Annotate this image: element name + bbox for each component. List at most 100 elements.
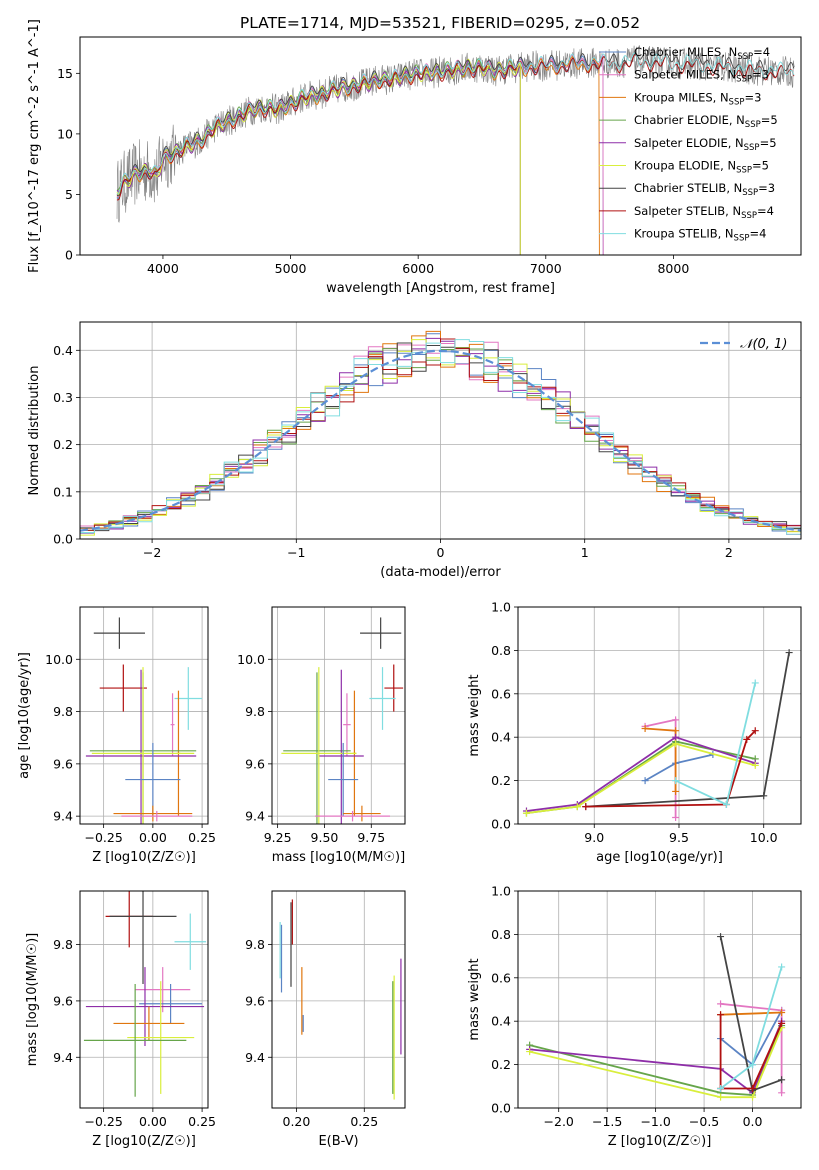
weight-marker: [778, 1009, 786, 1017]
y-tick-label: 0.8: [491, 643, 511, 658]
y-tick-label: 0.4: [491, 1014, 511, 1029]
y-tick-label: 9.6: [245, 993, 265, 1008]
y-tick-label: 10: [57, 126, 73, 141]
legend-label: Kroupa STELIB, NSSP=4: [634, 227, 766, 244]
weight-marker: [522, 809, 530, 817]
y-tick-label: 9.6: [245, 756, 265, 771]
weight-marker: [749, 1084, 757, 1092]
x-tick-label: 0: [437, 545, 445, 560]
chart-weight_vs_Z: −2.0 −1.5 −1.0 −0.5 0.0 0.0 0.2 0.4 0.6 0.8 1.0 Z […: [467, 884, 802, 1149]
weight-marker: [717, 1084, 725, 1092]
gaussian-reference-line: [80, 349, 801, 532]
legend-label-main: Salpeter MILES, N: [634, 68, 736, 82]
x-tick-label: 9.75: [357, 830, 385, 845]
x-tick-label: 0.25: [350, 1114, 378, 1129]
y-tick-label: 9.4: [245, 1050, 265, 1065]
legend-label-tail: =5: [760, 136, 777, 150]
y-tick-label: 9.8: [245, 937, 265, 952]
y-tick-label: 1.0: [491, 600, 511, 615]
weight-marker: [751, 761, 759, 769]
weight-marker: [749, 1061, 757, 1069]
chart-age_vs_mass: 9.25 9.50 9.75 9.4 9.6 9.8 10.0 mass [log10(M/M…: [237, 606, 406, 865]
legend-label: Salpeter STELIB, NSSP=4: [634, 204, 774, 221]
y-tick-label: 0.4: [491, 730, 511, 745]
y-tick-label: 0.6: [491, 686, 511, 701]
x-tick-label: −2: [143, 545, 161, 560]
x-axis-label: wavelength [Angstrom, rest frame]: [326, 281, 555, 296]
y-tick-label: 0.0: [53, 532, 73, 547]
y-axis-label: mass weight: [467, 958, 482, 1040]
weight-marker: [778, 1019, 786, 1027]
weight-marker: [743, 735, 751, 743]
y-axis-label: mass [log10(M/M☉)]: [25, 933, 40, 1066]
y-tick-label: 9.8: [53, 937, 73, 952]
plot-area: [281, 617, 404, 824]
legend-label-main: Kroupa MILES, N: [634, 90, 729, 104]
y-tick-label: 15: [57, 66, 73, 81]
model-spectrum-line: [116, 60, 521, 255]
x-tick-label: 9.5: [669, 830, 689, 845]
x-tick-label: 6000: [402, 261, 434, 276]
legend-label-sub: SSP: [744, 143, 760, 153]
legend-label-tail: =5: [752, 159, 769, 173]
plot-area: [279, 899, 402, 1100]
legend-label-tail: =5: [761, 113, 778, 127]
x-axis-label: E(B-V): [318, 1134, 358, 1149]
legend-label-sub: SSP: [736, 75, 752, 85]
legend-label-main: Kroupa STELIB, N: [634, 227, 734, 241]
axes-frame: [517, 890, 802, 1109]
y-tick-label: 0.4: [53, 343, 73, 358]
x-axis-label: (data-model)/error: [380, 565, 501, 580]
figure-title: PLATE=1714, MJD=53521, FIBERID=0295, z=0…: [240, 14, 640, 32]
weight-marker: [717, 933, 725, 941]
legend-label-tail: =3: [758, 181, 775, 195]
weight-line: [585, 652, 790, 808]
legend-label-tail: =4: [753, 45, 770, 59]
x-tick-label: 7000: [530, 261, 562, 276]
axes-frame: [271, 890, 406, 1109]
x-axis-label: Z [log10(Z/Z☉)]: [92, 850, 196, 865]
chart-residuals: −2 −1 0 1 2 0.0 0.1 0.2 0.3 0.4 (data-model)/error…: [27, 321, 802, 580]
axes-frame: [79, 890, 209, 1109]
x-tick-label: −1.5: [592, 1114, 622, 1129]
y-tick-label: 9.8: [245, 704, 265, 719]
y-tick-label: 0.0: [491, 817, 511, 832]
weight-marker: [672, 787, 680, 795]
legend-label-tail: =4: [749, 227, 766, 241]
x-tick-label: −2.0: [544, 1114, 574, 1129]
weight-marker: [672, 813, 680, 821]
y-tick-label: 10.0: [237, 652, 265, 667]
x-tick-label: −1: [287, 545, 305, 560]
weight-marker: [760, 792, 768, 800]
model-spectrum-line: [116, 52, 795, 195]
axes-frame: [79, 321, 802, 540]
plot-area: [522, 649, 793, 821]
chart-mass_vs_Z: −0.25 0.00 0.25 9.4 9.6 9.8 Z [log10(Z/Z☉)] mas…: [25, 890, 216, 1149]
y-tick-label: 9.4: [245, 809, 265, 824]
weight-marker: [672, 740, 680, 748]
y-tick-label: 1.0: [491, 884, 511, 899]
x-axis-label: age [log10(age/yr)]: [596, 850, 723, 865]
y-tick-label: 0.3: [53, 390, 73, 405]
legend-label-main: Salpeter STELIB, N: [634, 204, 741, 218]
legend-label: Chabrier MILES, NSSP=4: [634, 45, 770, 62]
weight-marker: [778, 1089, 786, 1097]
x-tick-label: 9.0: [584, 830, 604, 845]
y-tick-label: 9.4: [53, 1050, 73, 1065]
weight-marker: [672, 716, 680, 724]
model-spectrum-line: [116, 56, 600, 255]
legend-label: Chabrier STELIB, NSSP=3: [634, 181, 775, 198]
legend-label-tail: =3: [744, 90, 761, 104]
x-tick-label: −1.0: [640, 1114, 670, 1129]
y-tick-label: 0.2: [491, 773, 511, 788]
y-tick-label: 0.1: [53, 484, 73, 499]
y-tick-label: 10.0: [45, 652, 73, 667]
weight-marker: [582, 803, 590, 811]
weight-line: [526, 742, 756, 814]
x-tick-label: 8000: [657, 261, 689, 276]
weight-marker: [641, 777, 649, 785]
weight-line: [529, 1027, 783, 1099]
y-tick-label: 9.6: [53, 756, 73, 771]
weight-line: [585, 730, 756, 808]
